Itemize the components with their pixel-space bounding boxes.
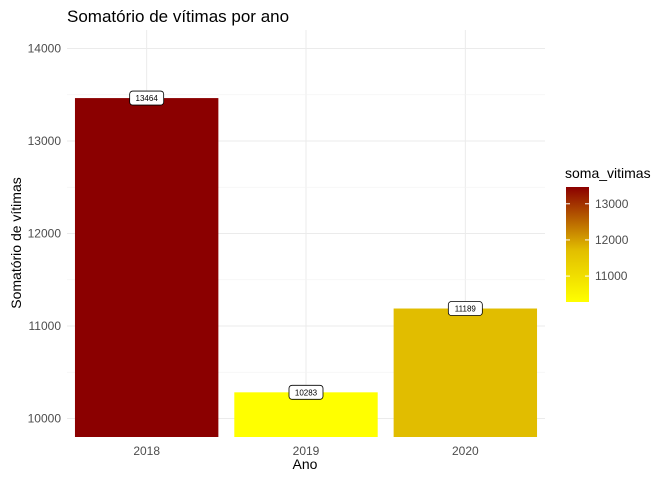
legend-title: soma_vitimas	[565, 165, 651, 181]
data-label-text: 10283	[295, 388, 318, 397]
x-tick-label: 2020	[452, 444, 479, 458]
data-label-2018: 13464	[129, 90, 165, 106]
y-tick-label: 11000	[29, 319, 62, 333]
y-tick-label: 10000	[28, 412, 62, 426]
y-tick-label: 12000	[28, 227, 62, 241]
data-label-box	[129, 90, 165, 106]
data-label-box	[447, 301, 483, 316]
x-axis-title: Ano	[293, 456, 318, 472]
legend-colorbar	[566, 187, 589, 302]
data-label-2020: 11189	[447, 301, 483, 316]
x-tick-labels: 2018 2019 2020	[133, 444, 479, 458]
bar-2018	[74, 98, 219, 437]
legend: soma_vitimas 11000 12000 13000	[565, 165, 651, 302]
y-tick-labels: 10000 11000 12000 13000 14000	[28, 42, 62, 426]
legend-tick-label: 12000	[595, 233, 629, 247]
legend-ticks: 11000 12000 13000	[566, 197, 629, 283]
data-label-2019: 10283	[288, 384, 324, 400]
chart-title: Somatório de vítimas por ano	[67, 7, 289, 26]
data-label-text: 11189	[455, 305, 477, 314]
legend-tick-label: 13000	[595, 197, 629, 211]
bar-2020	[393, 308, 538, 437]
bars: 13464 10283 11189	[74, 90, 538, 437]
y-tick-label: 14000	[28, 42, 62, 56]
y-tick-label: 13000	[28, 134, 62, 148]
x-tick-label: 2018	[133, 444, 160, 458]
legend-tick-label: 11000	[595, 269, 628, 283]
y-axis-title: Somatório de vítimas	[8, 177, 24, 309]
data-label-box	[288, 384, 324, 400]
x-tick-label: 2019	[293, 444, 320, 458]
data-label-text: 13464	[136, 94, 159, 103]
bar-2019	[234, 392, 378, 437]
